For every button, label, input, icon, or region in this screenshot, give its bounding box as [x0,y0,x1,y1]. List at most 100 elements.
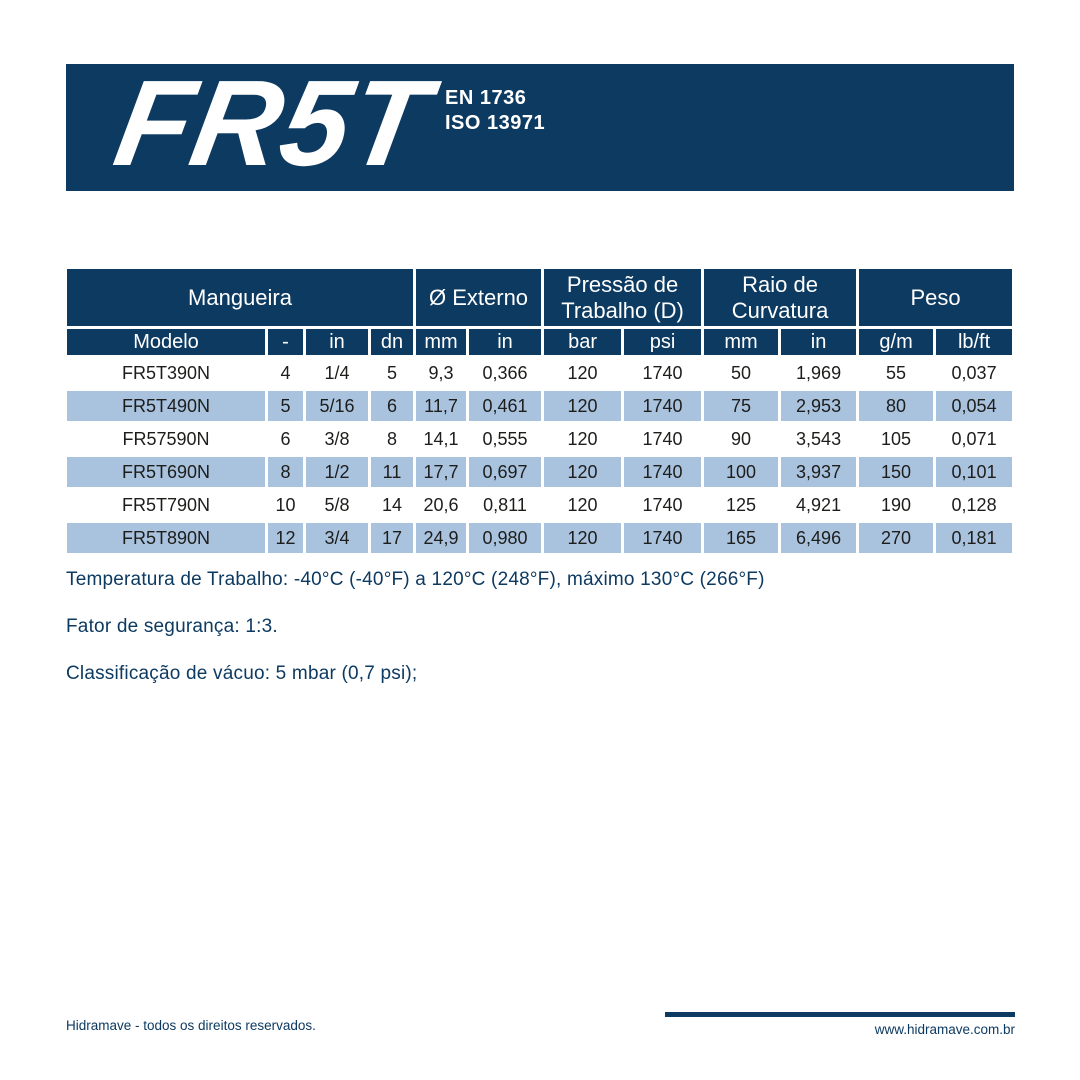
data-cell: 120 [541,520,625,556]
model-cell: FR5T390N [64,355,268,391]
table-body: FR5T390N 4 1/4 5 9,3 0,366 120 1740 50 1,969 55 0,0… [64,355,1016,556]
data-cell: 11,7 [413,388,470,424]
data-cell: 14,1 [413,421,470,457]
data-cell: 2,953 [778,388,860,424]
data-cell: 150 [856,454,937,490]
model-cell: FR5T490N [64,388,268,424]
data-cell: 0,366 [466,355,545,391]
standard-iso: ISO 13971 [445,112,546,134]
column-header-cell: lb/ft [933,326,1016,358]
model-cell: FR57590N [64,421,268,457]
data-cell: 190 [856,487,937,523]
data-cell: 120 [541,454,625,490]
group-header-cell: Ø Externo [413,266,545,329]
data-cell: 75 [701,388,782,424]
data-cell: 1740 [621,388,705,424]
data-cell: 5/8 [303,487,371,523]
data-cell: 270 [856,520,937,556]
model-cell: FR5T890N [64,520,268,556]
column-header-cell: in [303,326,371,358]
table-row: FR5T490N 5 5/16 6 11,7 0,461 120 1740 75 2,953 80 0… [64,388,1016,424]
data-cell: 0,071 [933,421,1016,457]
note-vacuum-rating: Classificação de vácuo: 5 mbar (0,7 psi)… [66,663,418,684]
data-cell: 10 [265,487,306,523]
data-cell: 24,9 [413,520,470,556]
notes-block: Temperatura de Trabalho: -40°C (-40°F) a… [66,568,1014,709]
data-cell: 120 [541,487,625,523]
data-cell: 1740 [621,520,705,556]
website-url: www.hidramave.com.br [874,1022,1015,1037]
data-cell: 50 [701,355,782,391]
data-cell: 120 [541,388,625,424]
footer-divider-bar [665,1012,1015,1017]
data-cell: 0,811 [466,487,545,523]
table-row: FR5T690N 8 1/2 11 17,7 0,697 120 1740 100 3,937 15… [64,454,1016,490]
note-working-temperature: Temperatura de Trabalho: -40°C (-40°F) a… [66,569,765,590]
data-cell: 55 [856,355,937,391]
note-safety-factor: Fator de segurança: 1:3. [66,616,278,637]
banner: FR5T EN 1736 ISO 13971 [66,54,1014,191]
data-cell: 1740 [621,355,705,391]
data-cell: 8 [265,454,306,490]
data-cell: 1,969 [778,355,860,391]
product-logo: FR5T [106,54,439,191]
data-cell: 3,543 [778,421,860,457]
group-header-cell: Raio de Curvatura [701,266,860,329]
table-row: FR5T390N 4 1/4 5 9,3 0,366 120 1740 50 1,969 55 0,0… [64,355,1016,391]
data-cell: 4 [265,355,306,391]
data-cell: 4,921 [778,487,860,523]
standards-block: EN 1736 ISO 13971 [445,86,545,136]
column-header-cell: in [778,326,860,358]
data-cell: 0,181 [933,520,1016,556]
data-cell: 0,128 [933,487,1016,523]
column-header-cell: in [466,326,545,358]
data-cell: 1740 [621,487,705,523]
data-cell: 0,980 [466,520,545,556]
column-header-cell: g/m [856,326,937,358]
data-cell: 6 [265,421,306,457]
data-cell: 105 [856,421,937,457]
data-cell: 17 [367,520,417,556]
data-cell: 1/4 [303,355,371,391]
data-cell: 1740 [621,421,705,457]
data-cell: 100 [701,454,782,490]
data-cell: 90 [701,421,782,457]
data-cell: 12 [265,520,306,556]
data-cell: 6 [367,388,417,424]
data-cell: 125 [701,487,782,523]
data-cell: 8 [367,421,417,457]
data-cell: 9,3 [413,355,470,391]
data-cell: 0,037 [933,355,1016,391]
table-row: FR57590N 6 3/8 8 14,1 0,555 120 1740 90 3,543 105 0… [64,421,1016,457]
data-cell: 14 [367,487,417,523]
data-cell: 0,054 [933,388,1016,424]
column-header-cell: mm [701,326,782,358]
column-header-cell: dn [367,326,417,358]
data-cell: 6,496 [778,520,860,556]
table-head: Mangueira Ø Externo Pressão de Trabalho (D… [63,266,1016,358]
data-cell: 80 [856,388,937,424]
column-header-cell: psi [621,326,705,358]
column-header-cell: - [265,326,306,358]
data-cell: 1740 [621,454,705,490]
data-cell: 0,101 [933,454,1016,490]
data-cell: 5/16 [303,388,371,424]
group-header-cell: Pressão de Trabalho (D) [541,266,705,329]
model-cell: FR5T690N [64,454,268,490]
data-cell: 0,461 [466,388,545,424]
table-row: FR5T790N 10 5/8 14 20,6 0,811 120 1740 125 4,921 1… [64,487,1016,523]
data-cell: 5 [367,355,417,391]
data-cell: 165 [701,520,782,556]
data-cell: 3,937 [778,454,860,490]
data-cell: 0,697 [466,454,545,490]
column-header-cell: Modelo [64,326,268,358]
spec-table: Mangueira Ø Externo Pressão de Trabalho (D… [63,266,1016,556]
group-header-row: Mangueira Ø Externo Pressão de Trabalho (D… [63,266,1016,329]
data-cell: 1/2 [303,454,371,490]
data-cell: 120 [541,355,625,391]
data-cell: 3/8 [303,421,371,457]
data-cell: 11 [367,454,417,490]
table-row: FR5T890N 12 3/4 17 24,9 0,980 120 1740 165 6,496 2… [64,520,1016,556]
standard-en: EN 1736 [445,87,527,109]
data-cell: 0,555 [466,421,545,457]
